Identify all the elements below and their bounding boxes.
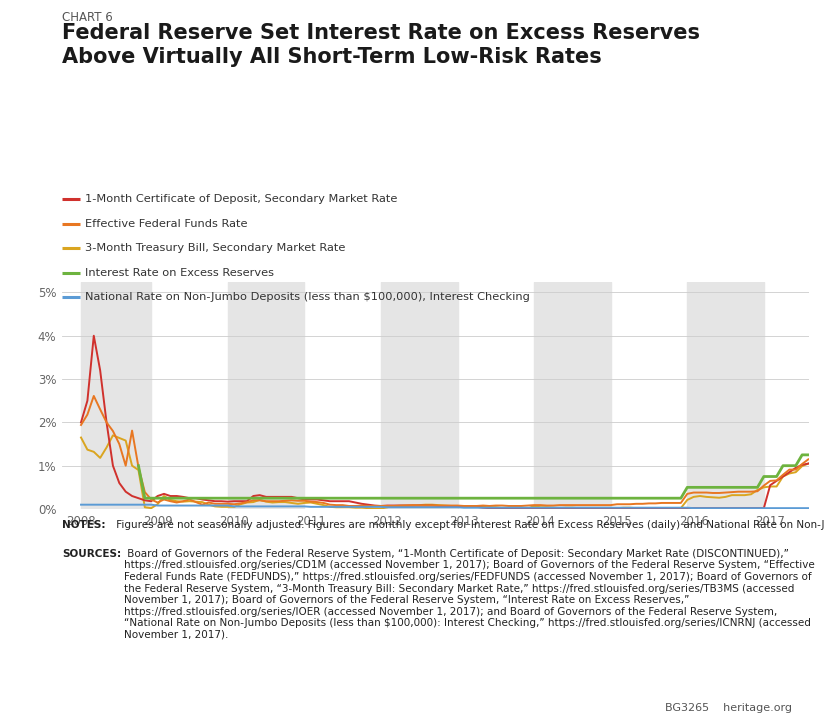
Text: 1-Month Certificate of Deposit, Secondary Market Rate: 1-Month Certificate of Deposit, Secondar… <box>85 194 398 204</box>
Text: Effective Federal Funds Rate: Effective Federal Funds Rate <box>85 219 248 229</box>
Text: NOTES:: NOTES: <box>62 520 106 530</box>
Bar <box>81 282 151 509</box>
Bar <box>381 282 458 509</box>
Text: National Rate on Non-Jumbo Deposits (less than $100,000), Interest Checking: National Rate on Non-Jumbo Deposits (les… <box>85 292 530 303</box>
Text: CHART 6: CHART 6 <box>62 11 113 24</box>
Text: BG3265    heritage.org: BG3265 heritage.org <box>665 703 792 713</box>
Text: Interest Rate on Excess Reserves: Interest Rate on Excess Reserves <box>85 268 274 278</box>
Bar <box>687 282 764 509</box>
Text: Federal Reserve Set Interest Rate on Excess Reserves
Above Virtually All Short-T: Federal Reserve Set Interest Rate on Exc… <box>62 23 700 67</box>
Text: Board of Governors of the Federal Reserve System, “1-Month Certificate of Deposi: Board of Governors of the Federal Reserv… <box>124 549 814 640</box>
Text: SOURCES:: SOURCES: <box>62 549 121 559</box>
Text: Figures are not seasonally adjusted. Figures are monthly except for Interest Rat: Figures are not seasonally adjusted. Fig… <box>113 520 825 530</box>
Bar <box>228 282 304 509</box>
Bar <box>534 282 610 509</box>
Text: 3-Month Treasury Bill, Secondary Market Rate: 3-Month Treasury Bill, Secondary Market … <box>85 243 346 253</box>
